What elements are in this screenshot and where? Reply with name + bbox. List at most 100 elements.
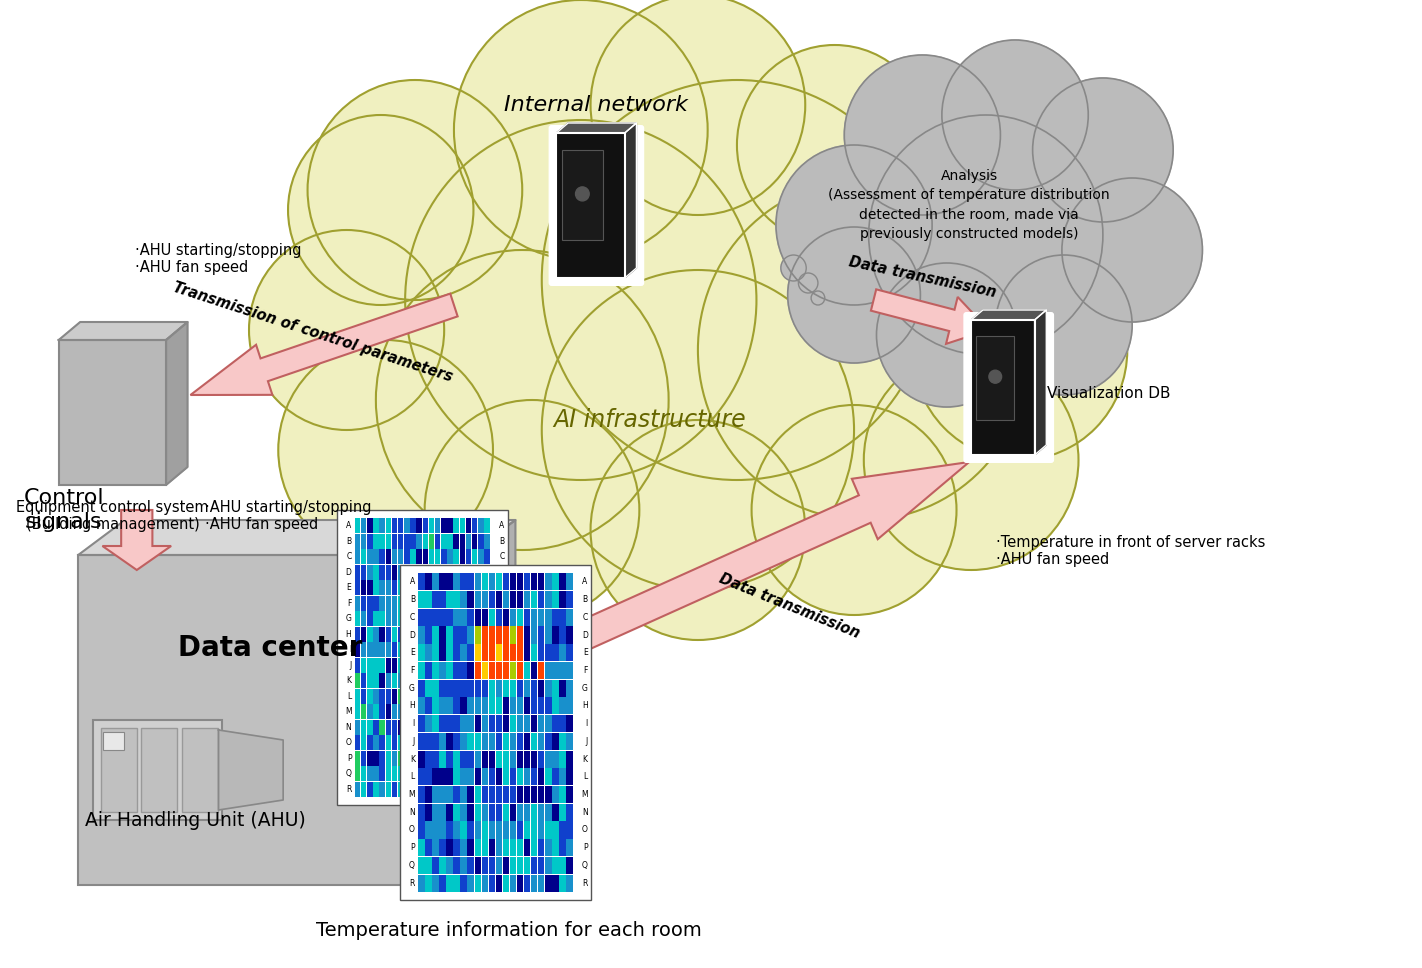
Bar [391,782,397,797]
Bar [354,612,360,626]
Bar [385,612,391,626]
Bar [530,822,538,838]
Bar [566,715,573,732]
Bar [971,320,1035,455]
Bar [482,573,488,590]
Bar [391,612,397,626]
Text: AI infrastructure: AI infrastructure [553,408,745,432]
Bar [483,595,489,611]
Bar [472,705,478,719]
Bar [447,564,452,580]
Bar [428,689,434,704]
Bar [559,803,566,821]
Bar [435,720,441,735]
Bar [496,609,502,626]
Bar [465,674,471,688]
Bar [523,769,530,785]
Bar [425,857,432,874]
Bar [454,573,459,590]
Bar [489,609,495,626]
Bar [422,720,428,735]
Bar [435,564,441,580]
Text: Q: Q [410,861,415,870]
Text: C: C [346,553,351,561]
Circle shape [752,405,957,615]
Bar [92,720,222,820]
Bar [439,769,445,785]
Circle shape [737,45,931,245]
Bar [354,767,360,781]
Circle shape [590,0,805,215]
Bar [530,644,538,661]
Bar [367,658,373,673]
Bar [432,786,439,803]
Bar [361,595,367,611]
Bar [482,680,488,697]
Bar [428,674,434,688]
Bar [545,662,552,679]
Bar [496,697,502,714]
Bar [468,786,474,803]
Bar [418,733,425,750]
Text: Equipment control system
(Building management): Equipment control system (Building manag… [16,500,209,532]
Bar [510,803,516,821]
Circle shape [375,250,668,550]
Bar [354,595,360,611]
Bar [428,767,434,781]
Bar [447,549,452,564]
Bar [461,769,466,785]
Bar [391,705,397,719]
Bar [447,822,452,838]
Bar [435,549,441,564]
Bar [417,595,422,611]
Bar [510,750,516,768]
Bar [454,518,459,533]
Bar [459,720,465,735]
Bar [468,680,474,697]
Bar [398,564,404,580]
Text: E: E [583,649,587,657]
Bar [496,733,502,750]
Bar [472,689,478,704]
Text: Q: Q [582,861,587,870]
Bar [475,874,481,892]
Bar [538,697,545,714]
Bar [552,591,559,608]
Bar [428,549,434,564]
Bar [523,591,530,608]
Bar [441,782,447,797]
FancyBboxPatch shape [963,312,1054,463]
Bar [432,680,439,697]
Bar [432,769,439,785]
Text: K: K [410,755,415,764]
Bar [435,533,441,549]
Bar [459,549,465,564]
Text: H: H [410,702,415,711]
Bar [510,697,516,714]
Bar [461,609,466,626]
Bar [410,782,415,797]
Bar [432,573,439,590]
Bar [398,595,404,611]
Bar [478,518,483,533]
Bar [478,751,483,766]
Bar [380,751,385,766]
Bar [454,689,459,704]
Bar [391,658,397,673]
Bar [391,751,397,766]
Bar [461,715,466,732]
Bar [482,609,488,626]
Bar [475,803,481,821]
Bar [361,751,367,766]
Text: B: B [410,595,415,604]
Bar [482,626,488,644]
Text: R: R [499,785,505,794]
Bar [468,573,474,590]
Bar [418,715,425,732]
Bar [496,573,502,590]
Bar [432,697,439,714]
Bar [404,612,410,626]
Bar [478,767,483,781]
Bar [503,715,509,732]
Bar [447,644,452,661]
